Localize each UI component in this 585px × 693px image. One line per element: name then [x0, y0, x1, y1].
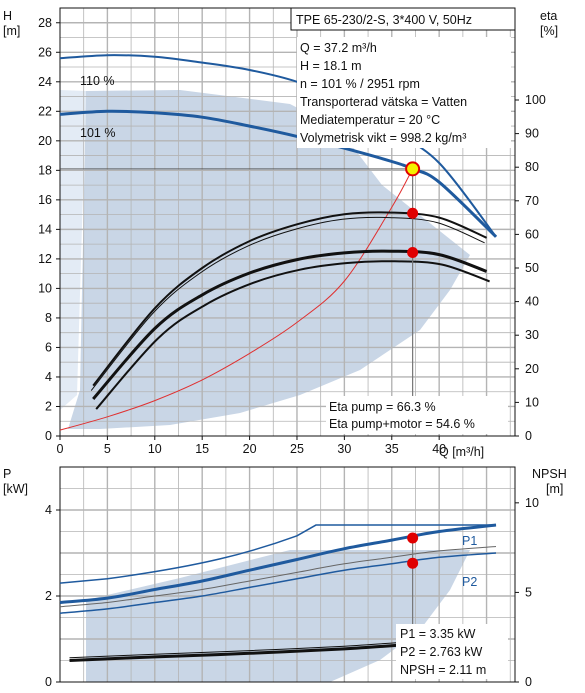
curve-110	[59, 54, 497, 238]
y-tick-label: 6	[45, 340, 52, 354]
eta-pump-point	[407, 207, 419, 219]
top-y2-axis-label: eta	[540, 9, 557, 23]
curve-label-101: 101 %	[80, 126, 115, 140]
info-line: n = 101 % / 2951 rpm	[300, 77, 420, 91]
y2-tick-label: 10	[525, 496, 539, 510]
y2-tick-label: 10	[525, 395, 539, 409]
y-tick-label: 8	[45, 311, 52, 325]
p1-max-curve	[59, 524, 497, 584]
power-line: P2 = 2.763 kW	[400, 645, 483, 659]
y2-tick-label: 90	[525, 127, 539, 141]
y-tick-label: 0	[45, 675, 52, 689]
y-tick-label: 12	[38, 252, 52, 266]
bottom-plot-frame	[59, 466, 516, 683]
bottom-y2-axis-unit: [m]	[546, 482, 563, 496]
x-tick-label: 35	[385, 442, 399, 456]
top-operating-points	[60, 161, 421, 396]
top-y-axis-unit: [m]	[3, 24, 20, 38]
curve-label-p1: P1	[462, 534, 477, 548]
info-line: Q = 37.2 m³/h	[300, 41, 377, 55]
top-x-axis-label: Q [m³/h]	[439, 445, 484, 459]
y2-tick-label: 50	[525, 261, 539, 275]
y-tick-label: 14	[38, 222, 52, 236]
y2-tick-label: 20	[525, 362, 539, 376]
bottom-y-axis-unit: [kW]	[3, 482, 28, 496]
y-tick-label: 20	[38, 134, 52, 148]
eta-total-curve-2	[95, 260, 490, 410]
bottom-y-axis-label: P	[3, 467, 11, 481]
eta-total-point	[407, 247, 419, 259]
y-tick-label: 18	[38, 163, 52, 177]
bottom-y-ticks: 0 2 4	[45, 503, 60, 689]
x-tick-label: 0	[57, 442, 64, 456]
eta-total-curve	[92, 249, 488, 400]
bottom-grid	[60, 467, 515, 682]
y2-tick-label: 30	[525, 328, 539, 342]
y-tick-label: 4	[45, 503, 52, 517]
y2-tick-label: 80	[525, 160, 539, 174]
eta-pump-curve	[92, 211, 487, 387]
p2-curve-thin	[59, 546, 497, 608]
curve-label-p2: P2	[462, 575, 477, 589]
eta-pump-label: Eta pump = 66.3 %	[329, 400, 436, 414]
y-tick-label: 28	[38, 16, 52, 30]
bottom-region	[86, 550, 470, 682]
y-tick-label: 10	[38, 281, 52, 295]
y-tick-label: 0	[45, 429, 52, 443]
info-box-bg	[297, 37, 511, 148]
y-tick-label: 2	[45, 589, 52, 603]
y2-tick-label: 40	[525, 295, 539, 309]
bottom-chart: 0 2 4 0 5 10 P [kW] NPSH [m] P1 = 3.35 kW P2…	[3, 466, 567, 689]
top-y-axis-label: H	[3, 9, 12, 23]
curve-label-110: 110 %	[80, 74, 115, 88]
p1-point	[407, 532, 419, 544]
y2-tick-label: 70	[525, 194, 539, 208]
top-y2-ticks: 0 10 20 30 40 50 60 70 80 90 100	[515, 93, 546, 443]
y2-tick-label: 5	[525, 585, 532, 599]
info-line: H = 18.1 m	[300, 59, 362, 73]
x-tick-label: 25	[290, 442, 304, 456]
eta-box-bg	[326, 396, 508, 434]
npsh-curve	[69, 642, 413, 662]
y2-tick-label: 60	[525, 227, 539, 241]
power-line: P1 = 3.35 kW	[400, 627, 476, 641]
y2-tick-label: 100	[525, 93, 546, 107]
y-tick-label: 16	[38, 193, 52, 207]
x-tick-label: 5	[104, 442, 111, 456]
power-line: NPSH = 2.11 m	[400, 663, 486, 677]
x-tick-label: 10	[148, 442, 162, 456]
title-box	[290, 7, 516, 31]
x-tick-label: 30	[337, 442, 351, 456]
y2-tick-label: 0	[525, 675, 532, 689]
y-tick-label: 26	[38, 45, 52, 59]
x-tick-label: 15	[195, 442, 209, 456]
bottom-y2-axis-label: NPSH	[532, 467, 567, 481]
y-tick-label: 4	[45, 370, 52, 384]
eta-total-label: Eta pump+motor = 54.6 %	[329, 417, 475, 431]
p2-point	[407, 557, 419, 569]
system-curve	[59, 168, 414, 431]
bottom-y2-ticks: 0 5 10	[515, 496, 539, 689]
eta-pump-curve-thin	[90, 216, 485, 391]
y-tick-label: 22	[38, 104, 52, 118]
info-line: Volymetrisk vikt = 998.2 kg/m³	[300, 131, 466, 145]
top-y2-axis-unit: [%]	[540, 24, 558, 38]
chart-title: TPE 65-230/2-S, 3*400 V, 50Hz	[296, 13, 472, 27]
y-tick-label: 24	[38, 75, 52, 89]
x-tick-label: 20	[243, 442, 257, 456]
npsh-curve-thin	[69, 641, 413, 659]
x-tick-label: 40	[432, 442, 446, 456]
top-curves	[59, 54, 498, 431]
info-line: Mediatemperatur = 20 °C	[300, 113, 440, 127]
info-line: Transporterad vätska = Vatten	[300, 95, 467, 109]
y2-tick-label: 0	[525, 429, 532, 443]
duty-point	[405, 161, 421, 177]
y-tick-label: 2	[45, 399, 52, 413]
top-plot-frame	[59, 7, 516, 437]
power-box-bg	[396, 624, 508, 679]
top-x-ticks: 0 5 10 15 20 25 30 35 40	[57, 436, 446, 456]
